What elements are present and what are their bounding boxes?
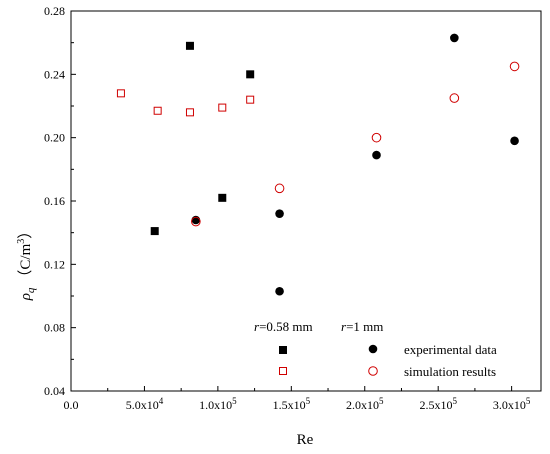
point-exp-r1 <box>510 136 519 146</box>
point-exp-r1 <box>275 286 284 296</box>
point-sim-r1 <box>274 183 285 194</box>
point-sim-r1 <box>191 216 201 227</box>
point-sim-r058 <box>246 95 255 104</box>
point-sim-r1 <box>371 132 382 143</box>
y-tick-label: 0.28 <box>44 4 65 18</box>
legend-label-experimental: experimental data <box>404 342 497 357</box>
legend: r=0.58 mm r=1 mm experimental data simul… <box>254 319 497 379</box>
series-2 <box>191 33 519 296</box>
x-tick-label: 5.0x104 <box>126 396 164 412</box>
legend-marker-sim-r1 <box>368 366 378 376</box>
x-tick-label: 2.5x105 <box>419 396 457 412</box>
point-exp-r058 <box>218 193 227 202</box>
data-marks <box>116 33 520 296</box>
point-exp-r058 <box>246 70 255 79</box>
y-tick-label: 0.08 <box>44 321 65 335</box>
point-sim-r058 <box>218 103 227 112</box>
y-axis-close: ） <box>17 224 34 239</box>
legend-r058-symbol: r <box>254 319 260 334</box>
point-exp-r058 <box>150 227 159 236</box>
svg-text:ρq（C/m3）: ρq （C/m3） <box>16 224 37 302</box>
x-axis: 0.0 5.0x104 1.0x105 1.5x105 2.0x105 2.5x105 3.… <box>64 386 531 412</box>
legend-r058-text: =0.58 mm <box>259 319 313 334</box>
point-exp-r1 <box>275 209 284 218</box>
plot-border <box>70 10 542 392</box>
series-0 <box>150 41 255 236</box>
x-tick-label: 0.0 <box>64 398 79 412</box>
x-tick-label: 1.0x105 <box>199 396 237 412</box>
y-tick-label: 0.16 <box>44 194 65 208</box>
y-axis: 0.04 0.08 0.12 0.16 0.20 0.24 0.28 <box>44 4 76 398</box>
x-tick-label: 1.5x105 <box>273 396 311 412</box>
x-tick-label: 2.0x105 <box>346 396 384 412</box>
point-exp-r058 <box>185 41 194 50</box>
y-axis-superscript: 3 <box>16 239 27 244</box>
legend-marker-sim-r058 <box>279 367 287 375</box>
legend-r1-symbol: r <box>341 319 347 334</box>
point-sim-r1 <box>449 93 460 103</box>
y-axis-unit: （C/m <box>17 243 34 284</box>
y-tick-label: 0.20 <box>44 131 65 145</box>
point-sim-r058 <box>153 106 162 115</box>
x-tick-label: 3.0x105 <box>493 396 531 412</box>
y-axis-subscript: q <box>25 287 37 293</box>
series-1 <box>116 89 255 117</box>
y-tick-label: 0.24 <box>44 67 65 81</box>
point-sim-r058 <box>185 108 194 117</box>
y-tick-label: 0.12 <box>44 257 65 271</box>
point-sim-r058 <box>116 89 125 98</box>
legend-r1-text: =1 mm <box>346 319 383 334</box>
y-axis-title: ρq （C/m3） <box>16 224 37 302</box>
series-3 <box>191 61 520 227</box>
point-exp-r1 <box>450 33 459 43</box>
y-tick-label: 0.04 <box>44 384 65 398</box>
point-sim-r1 <box>509 61 520 72</box>
legend-marker-exp-r058 <box>279 346 287 354</box>
x-axis-title: Re <box>297 432 314 448</box>
plot-frame <box>70 10 542 392</box>
legend-marker-exp-r1 <box>368 344 378 354</box>
legend-label-simulation: simulation results <box>404 364 496 379</box>
point-exp-r1 <box>372 150 381 160</box>
legend-header-r1: r=1 mm <box>341 319 383 334</box>
legend-header-r058: r=0.58 mm <box>254 319 313 334</box>
y-axis-symbol: ρ <box>18 293 34 301</box>
